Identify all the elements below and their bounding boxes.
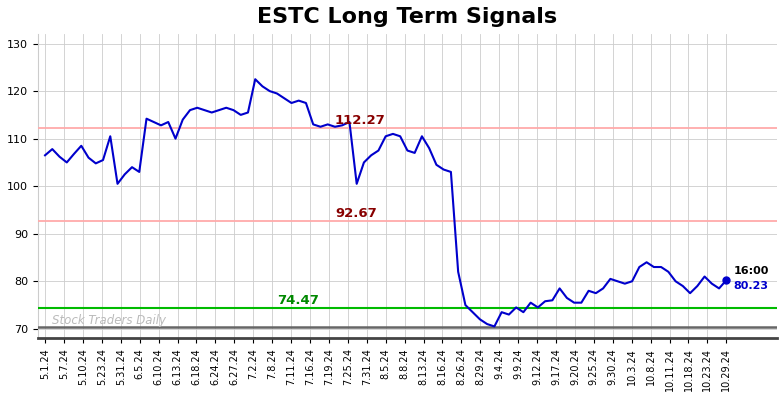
Text: Stock Traders Daily: Stock Traders Daily [53, 314, 166, 327]
Text: 16:00: 16:00 [734, 267, 769, 277]
Text: 80.23: 80.23 [734, 281, 768, 291]
Title: ESTC Long Term Signals: ESTC Long Term Signals [257, 7, 557, 27]
Text: 92.67: 92.67 [335, 207, 376, 220]
Text: 112.27: 112.27 [335, 114, 386, 127]
Text: 74.47: 74.47 [277, 294, 319, 307]
